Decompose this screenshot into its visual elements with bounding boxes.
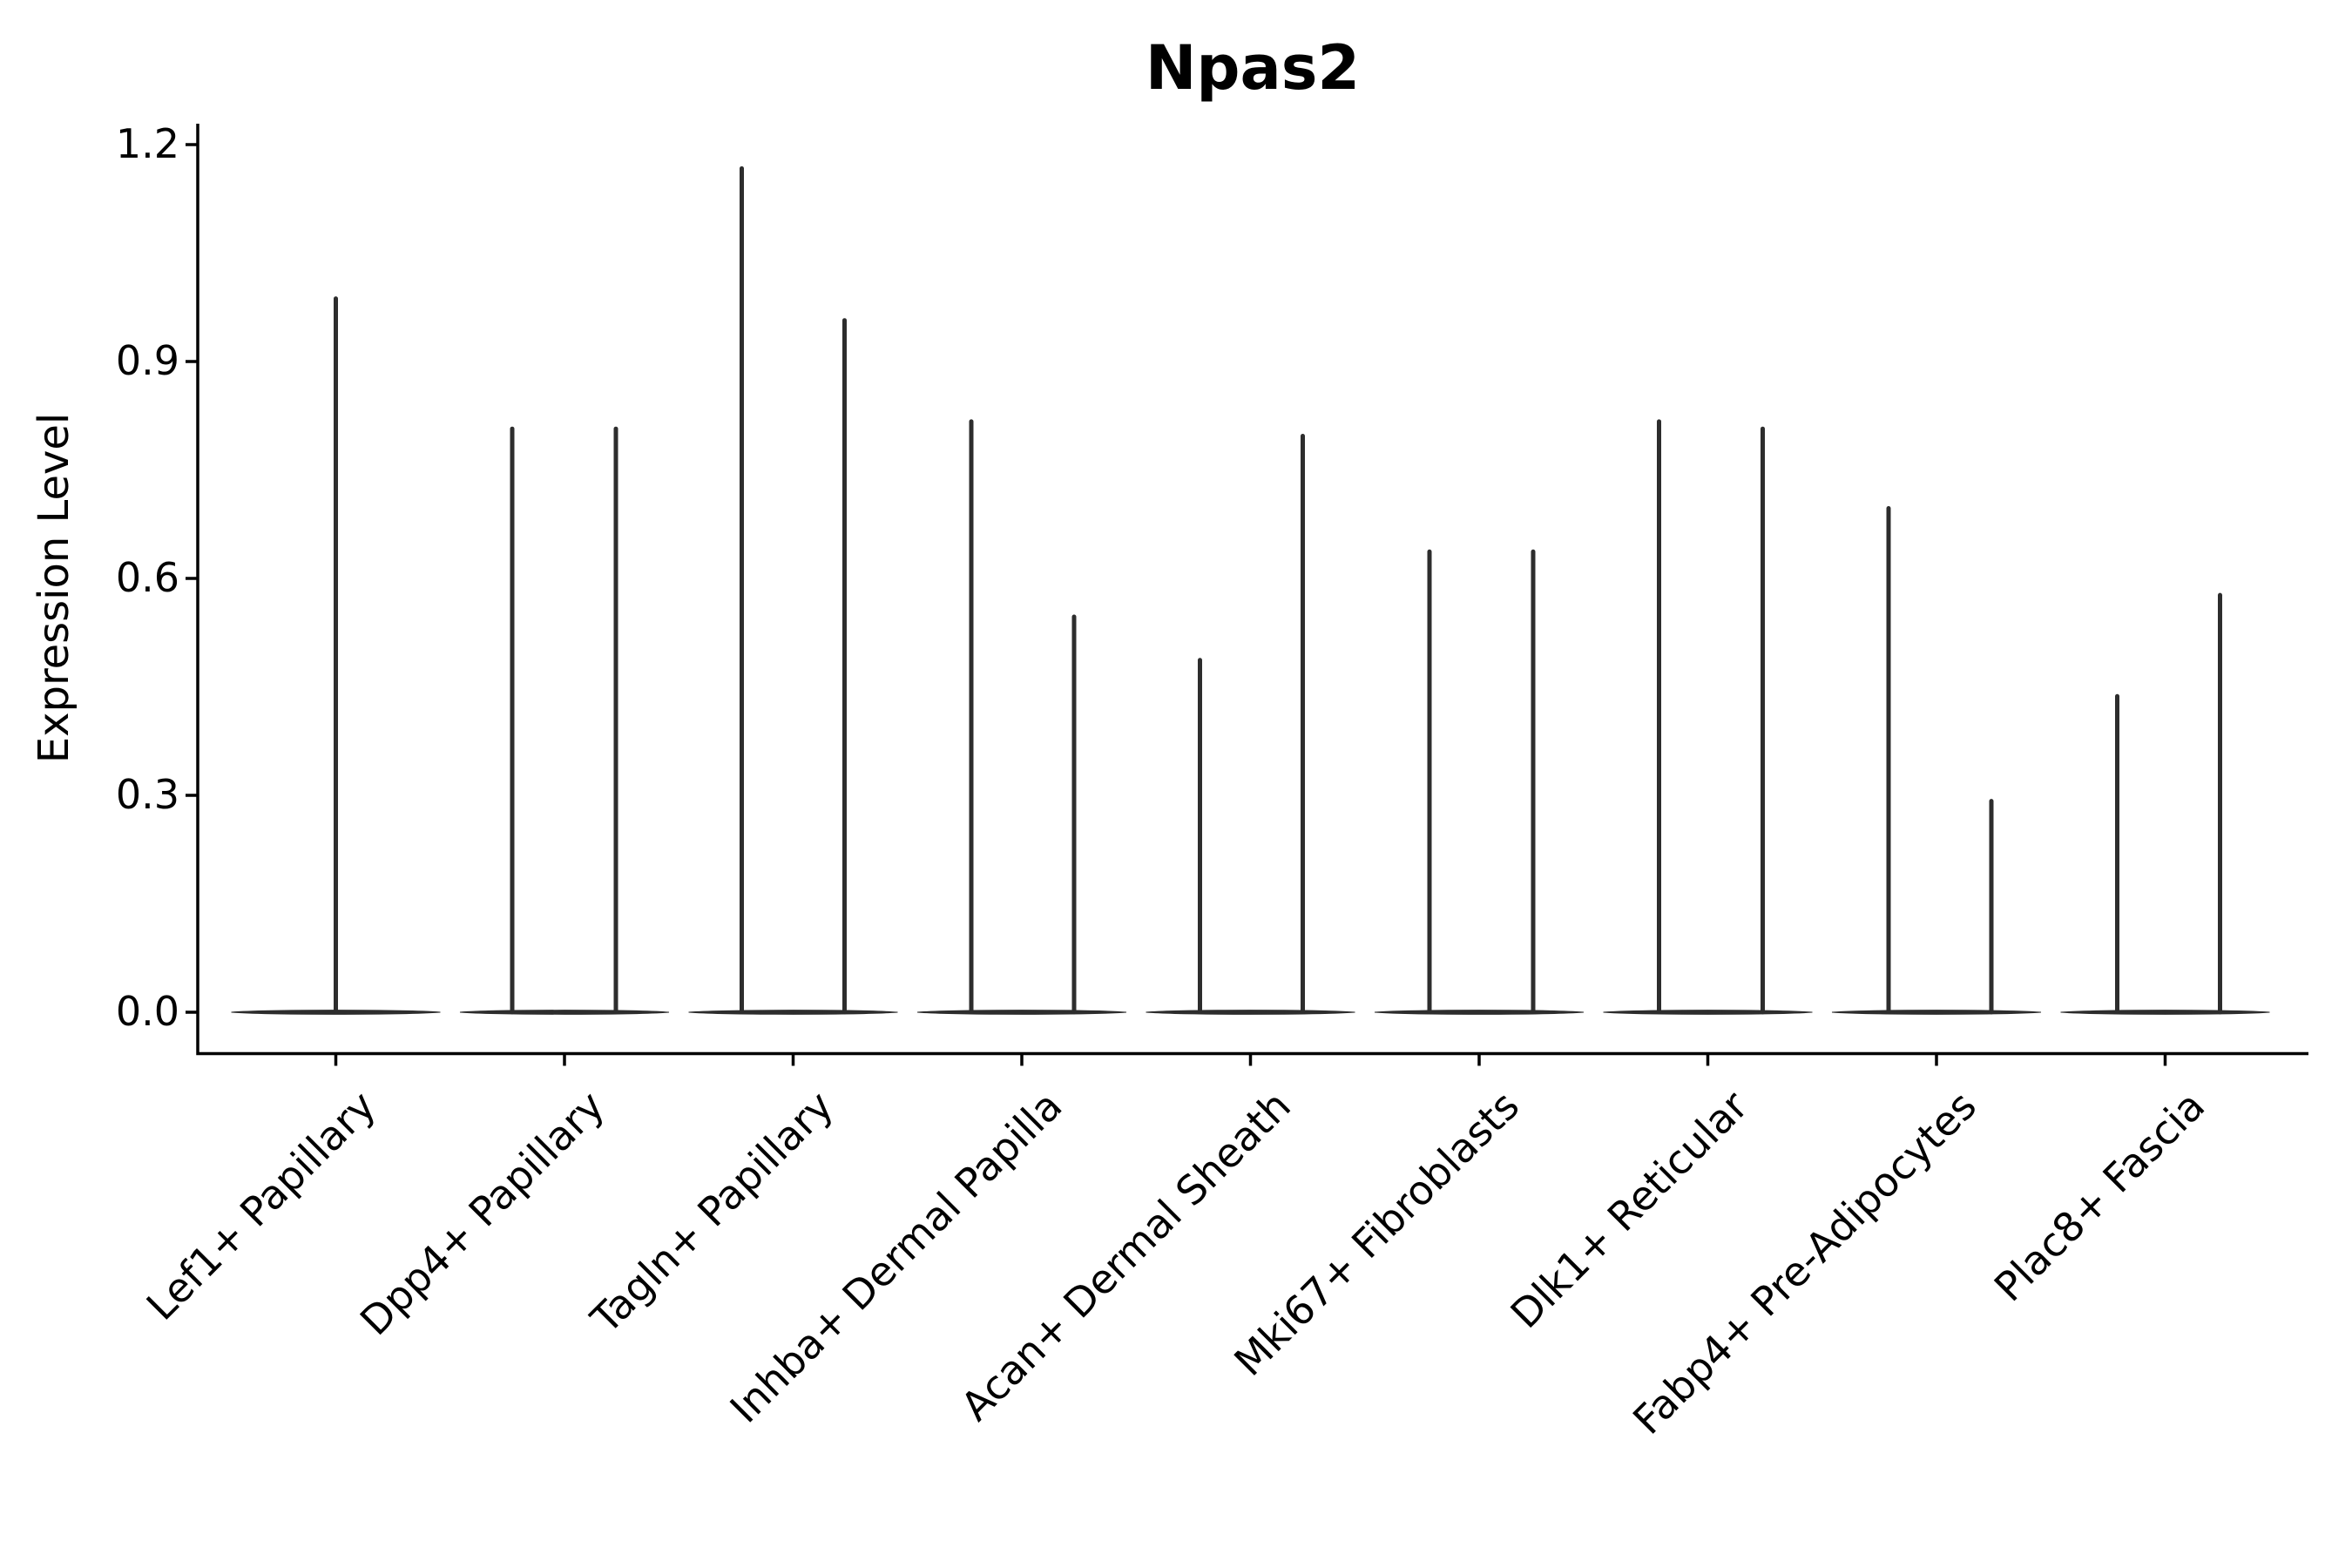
y-tick-label: 0.6 — [115, 553, 179, 601]
y-tick-label: 0.3 — [115, 770, 179, 818]
y-axis-label: Expression Level — [30, 412, 78, 764]
violin-baseline — [916, 1010, 1127, 1015]
y-tick-label: 0.9 — [115, 336, 179, 384]
violin-baseline — [459, 1010, 670, 1015]
y-tick-label: 1.2 — [115, 119, 179, 167]
violin-baseline — [688, 1010, 898, 1015]
violin-baseline — [1831, 1010, 2042, 1015]
violin-baseline — [1374, 1010, 1585, 1015]
violin-baseline — [2060, 1010, 2270, 1015]
y-tick-label: 0.0 — [115, 987, 179, 1035]
violin-baseline — [1603, 1010, 1813, 1015]
chart-title: Npas2 — [1145, 32, 1361, 104]
axis-spines — [196, 124, 2308, 1056]
violin-baseline — [1146, 1010, 1355, 1015]
